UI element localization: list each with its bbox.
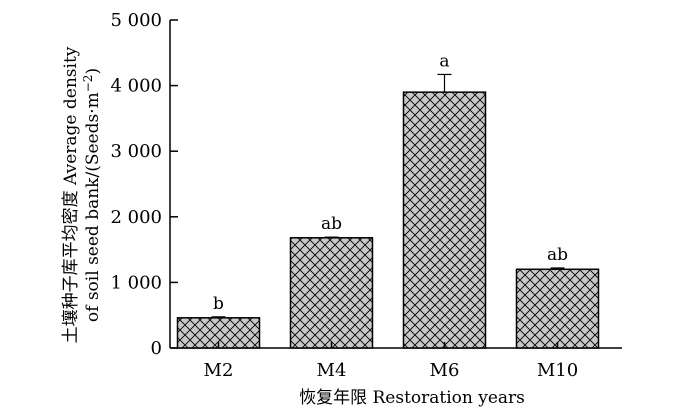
bar-m10	[515, 268, 600, 349]
x-category-label-m2: M2	[204, 360, 234, 381]
y-ticks: 0 1 000 2 000 3 000 4 000 5 000	[110, 10, 178, 359]
significance-label-m4: ab	[321, 214, 342, 234]
significance-label-m10: ab	[547, 245, 568, 265]
y-tick-label: 0	[151, 338, 162, 359]
bars: b ab a ab	[176, 51, 600, 349]
y-axis-title-exponent: −2	[81, 75, 95, 93]
x-category-labels: M2 M4 M6 M10	[204, 342, 578, 381]
significance-label-m2: b	[213, 294, 224, 314]
y-tick-label: 1 000	[110, 272, 162, 293]
x-axis-title: 恢复年限 Restoration years	[299, 388, 525, 408]
x-category-label-m6: M6	[430, 360, 460, 381]
x-category-label-m4: M4	[317, 360, 347, 381]
y-tick-label: 4 000	[110, 76, 162, 97]
y-tick-label: 2 000	[110, 207, 162, 228]
y-tick-label: 3 000	[110, 141, 162, 162]
significance-label-m6: a	[439, 51, 449, 71]
bar-m4	[289, 237, 374, 349]
y-axis-title-dot: ·	[83, 108, 103, 113]
bar-m6	[402, 91, 487, 349]
y-tick-label: 5 000	[110, 10, 162, 31]
x-category-label-m10: M10	[537, 360, 578, 381]
y-axis-title-line2: of soil seed bank/(Seeds·m−2)	[81, 68, 103, 322]
y-axis-title-post: )	[83, 68, 103, 75]
y-axis-title-m: m	[83, 92, 103, 108]
y-axis-title-line2-pre: of soil seed bank/(Seeds	[83, 114, 103, 322]
y-axis-title: 土壤种子库平均密度 Average density of soil seed b…	[60, 46, 103, 343]
y-axis-title-line1: 土壤种子库平均密度 Average density	[60, 46, 81, 343]
